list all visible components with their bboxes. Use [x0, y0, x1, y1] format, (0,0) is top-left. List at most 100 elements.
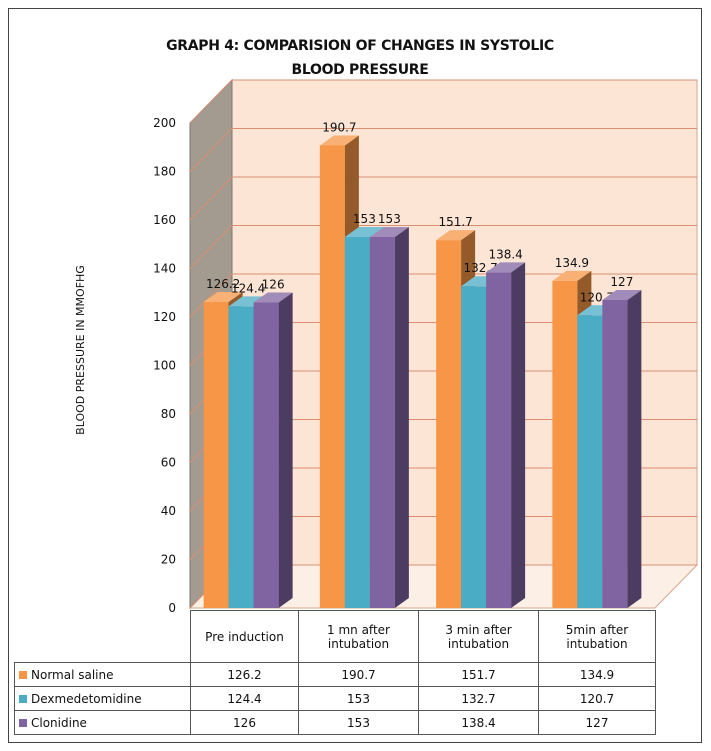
table-value-text: 153	[347, 715, 370, 730]
y-tick-label: 60	[161, 456, 176, 470]
bar-top	[228, 296, 268, 307]
category-header-text: 5min after intubation	[565, 622, 629, 651]
table-value-text: 151.7	[461, 667, 496, 682]
bar-front	[228, 306, 254, 608]
y-tick-label: 80	[161, 407, 176, 421]
table-value: 134.9	[538, 662, 656, 687]
frame	[8, 8, 702, 743]
grid-line	[189, 79, 697, 124]
bar-front	[319, 145, 345, 609]
category-header-text: Pre induction	[205, 629, 284, 644]
table-value: 120.7	[538, 686, 656, 711]
legend-entry: Clonidine	[14, 710, 191, 735]
bar-top	[436, 230, 476, 241]
y-tick-label: 120	[153, 310, 176, 324]
data-label: 153	[378, 212, 401, 226]
table-value: 190.7	[298, 662, 419, 687]
y-tick-label: 20	[161, 553, 176, 567]
table-value: 132.7	[418, 686, 539, 711]
bar-top	[552, 270, 592, 281]
bar-side	[394, 226, 409, 608]
legend-entry: Normal saline	[14, 662, 191, 687]
data-label: 153	[353, 212, 376, 226]
bar-top	[369, 226, 409, 237]
table-value-text: 127	[585, 715, 609, 730]
table-value-text: 138.4	[461, 715, 496, 730]
bar-top	[253, 292, 293, 303]
bar-side	[511, 262, 526, 608]
table-value: 138.4	[418, 710, 539, 735]
y-axis-label: BLOOD PRESSURE IN MMOFHG	[74, 265, 87, 435]
bar-front	[602, 300, 628, 608]
table-value-text: 132.7	[461, 691, 496, 706]
grid-line	[189, 176, 697, 221]
bar	[602, 290, 642, 608]
bar-front	[577, 315, 603, 608]
category-header: 3 min after intubation	[418, 610, 539, 663]
legend-entry: Dexmedetomidine	[14, 686, 191, 711]
bar-front	[461, 286, 487, 608]
bar-front	[253, 302, 279, 608]
y-tick-label: 180	[153, 165, 176, 179]
bar-side	[278, 292, 293, 608]
legend-key	[19, 694, 27, 703]
bar-front	[203, 301, 229, 608]
data-label: 134.9	[555, 256, 589, 270]
category-header: Pre induction	[190, 610, 299, 663]
table-value: 153	[298, 710, 419, 735]
table-value-text: 153	[347, 691, 370, 706]
y-tick-label: 100	[153, 359, 176, 373]
legend-text: Dexmedetomidine	[31, 691, 142, 706]
table-value: 127	[538, 710, 656, 735]
table-value-text: 120.7	[579, 691, 615, 706]
table-value-text: 126	[233, 715, 256, 730]
table-value: 126	[190, 710, 299, 735]
legend-key	[19, 718, 27, 727]
data-label: 124.4	[231, 281, 265, 295]
grid-line	[189, 225, 697, 269]
bar-front	[552, 280, 578, 608]
table-value-text: 134.9	[579, 667, 615, 682]
y-tick-label: 200	[153, 116, 176, 130]
table-value-text: 124.4	[227, 691, 262, 706]
table-value: 153	[298, 686, 419, 711]
bar-front	[436, 240, 462, 608]
category-header-text: 1 mn after intubation	[327, 622, 390, 651]
bar-top	[486, 262, 526, 273]
bar-front	[486, 272, 512, 608]
bar-side	[627, 290, 642, 608]
table-value: 124.4	[190, 686, 299, 711]
legend-key	[19, 670, 27, 679]
y-tick-label: 40	[161, 504, 176, 518]
table-value: 151.7	[418, 662, 539, 687]
bar-top	[344, 226, 384, 237]
category-header: 1 mn after intubation	[298, 610, 419, 663]
y-tick-label: 0	[168, 601, 176, 615]
table-value-text: 190.7	[341, 667, 376, 682]
data-label: 126	[262, 277, 285, 291]
bar-front	[369, 236, 395, 608]
table-value: 126.2	[190, 662, 299, 687]
bar	[486, 262, 526, 608]
bar	[369, 226, 409, 608]
category-header-text: 3 min after intubation	[445, 622, 512, 651]
data-label: 138.4	[488, 247, 522, 261]
bar-front	[344, 236, 370, 608]
bar	[253, 292, 293, 608]
data-label: 190.7	[322, 121, 356, 135]
bar-top	[203, 291, 243, 302]
table-value-text: 126.2	[227, 667, 262, 682]
y-tick-label: 140	[153, 262, 176, 276]
legend-text: Normal saline	[31, 667, 114, 682]
grid-line	[189, 128, 697, 172]
data-label: 151.7	[438, 215, 472, 229]
bar-top	[319, 135, 359, 146]
chart-title: GRAPH 4: COMPARISION OF CHANGES IN SYSTO…	[166, 38, 554, 78]
bar-top	[602, 290, 642, 301]
legend-text: Clonidine	[31, 715, 87, 730]
category-header: 5min after intubation	[538, 610, 656, 663]
y-tick-label: 160	[153, 213, 176, 227]
data-label: 126.2	[206, 277, 240, 291]
